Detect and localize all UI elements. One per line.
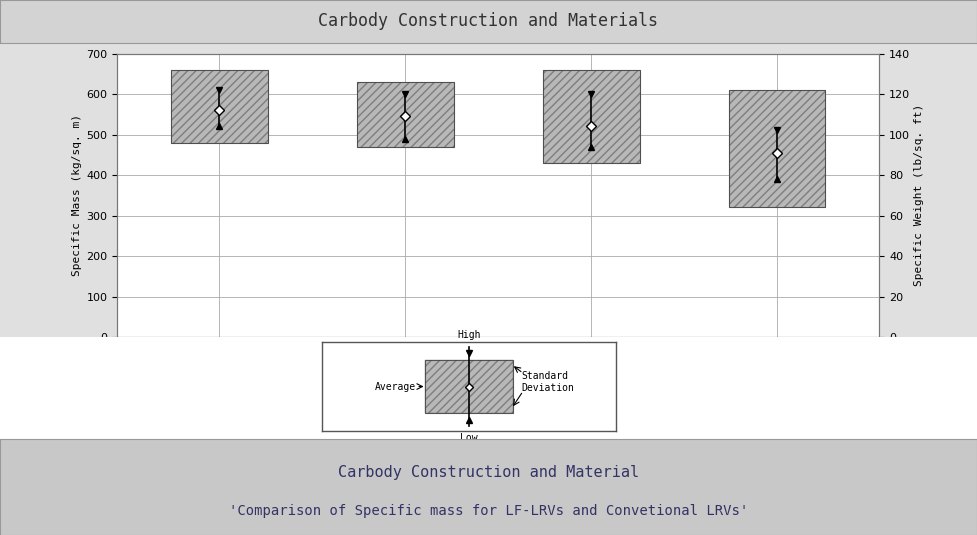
Text: Low: Low (460, 433, 478, 444)
Bar (171, 70, 268, 143)
Text: High: High (457, 330, 481, 340)
Bar (425, 360, 513, 413)
Text: Carbody Construction and Materials: Carbody Construction and Materials (319, 12, 658, 30)
Y-axis label: Specific Mass (kg/sq. m): Specific Mass (kg/sq. m) (72, 114, 82, 276)
Bar (425, 360, 513, 413)
Y-axis label: Specific Weight (lb/sq. ft): Specific Weight (lb/sq. ft) (914, 104, 924, 286)
Bar (357, 82, 453, 147)
Bar (729, 90, 826, 208)
Bar (729, 90, 826, 208)
Text: Standard: Standard (522, 371, 569, 381)
Bar (543, 70, 640, 163)
Bar (171, 70, 268, 143)
Bar (543, 70, 640, 163)
Text: Carbody Construction and Material: Carbody Construction and Material (338, 465, 639, 480)
Bar (357, 82, 453, 147)
Text: Deviation: Deviation (522, 383, 574, 393)
Text: 'Comparison of Specific mass for LF-LRVs and Convetional LRVs': 'Comparison of Specific mass for LF-LRVs… (229, 504, 748, 518)
Text: Average: Average (375, 381, 416, 392)
